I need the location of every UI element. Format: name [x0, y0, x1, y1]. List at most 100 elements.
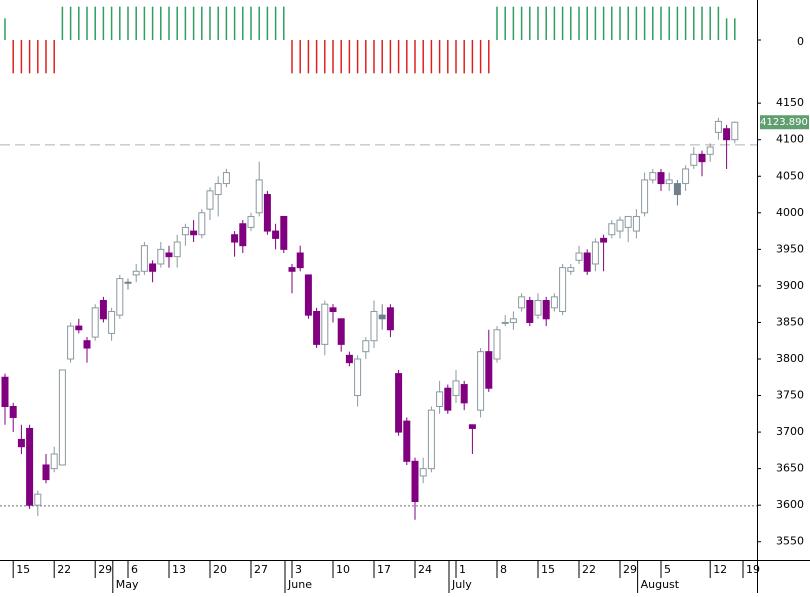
- x-tick-label: 13: [172, 563, 186, 576]
- x-tick-label: 29: [623, 563, 637, 576]
- candle-body: [157, 248, 165, 265]
- candle-body: [649, 172, 657, 181]
- candle-body: [690, 153, 698, 166]
- candle-body: [501, 321, 509, 324]
- y-tick-label: 4100: [776, 133, 804, 146]
- candle-body: [222, 172, 230, 185]
- candle-body: [231, 234, 239, 243]
- x-tick-label: 19: [746, 563, 760, 576]
- x-tick-label: 10: [336, 563, 350, 576]
- candle-body: [477, 351, 485, 411]
- x-tick-label: 1: [459, 563, 466, 576]
- candle-body: [124, 281, 132, 284]
- candle-body: [452, 380, 460, 397]
- candle-body: [550, 296, 558, 309]
- candle-body: [657, 172, 665, 185]
- y-tick-label: 3850: [776, 315, 804, 328]
- x-tick-label: 22: [57, 563, 71, 576]
- y-tick-label: 3700: [776, 425, 804, 438]
- candle-body: [714, 120, 722, 133]
- candle-body: [411, 460, 419, 503]
- x-tick-label: 27: [254, 563, 268, 576]
- last-price-label: 4123.890: [760, 117, 808, 128]
- candle-body: [272, 230, 280, 239]
- candle-body: [386, 307, 394, 331]
- candle-body: [140, 245, 148, 272]
- x-tick-label: 29: [98, 563, 112, 576]
- candle-body: [198, 212, 206, 236]
- x-tick-label: 24: [418, 563, 432, 576]
- candle-body: [419, 468, 427, 477]
- candle-body: [518, 296, 526, 309]
- candle-body: [206, 190, 214, 210]
- candle-body: [608, 223, 616, 236]
- candle-body: [624, 215, 632, 228]
- candle-body: [698, 153, 706, 163]
- candle-body: [632, 215, 640, 232]
- y-tick-label: 3750: [776, 389, 804, 402]
- candle-body: [190, 230, 198, 236]
- candle-body: [173, 241, 181, 258]
- y-tick-label: 4050: [776, 169, 804, 182]
- candle-body: [542, 300, 550, 320]
- candle-body: [255, 179, 263, 214]
- y-tick-label: 3650: [776, 462, 804, 475]
- candle-body: [567, 267, 575, 272]
- candle-body: [149, 263, 157, 272]
- candle-body: [436, 391, 444, 408]
- candle-body: [354, 358, 362, 397]
- x-tick-label: 5: [664, 563, 671, 576]
- candle-body: [641, 179, 649, 214]
- candle-body: [239, 223, 247, 247]
- candle-body: [682, 168, 690, 185]
- candle-body: [378, 314, 386, 320]
- candle-body: [337, 318, 345, 345]
- candle-body: [17, 438, 25, 448]
- candle-body: [247, 215, 255, 228]
- y-tick-label: 3950: [776, 242, 804, 255]
- indicator-y-tick-label: 0: [797, 35, 804, 48]
- x-tick-label: 15: [16, 563, 30, 576]
- x-tick-label: 15: [541, 563, 555, 576]
- candle-body: [673, 183, 681, 196]
- candle-body: [288, 267, 296, 272]
- y-tick-label: 3550: [776, 535, 804, 548]
- candle-body: [58, 369, 66, 466]
- candle-body: [723, 128, 731, 141]
- candle-body: [370, 310, 378, 342]
- candle-body: [132, 270, 140, 276]
- x-tick-label: 6: [131, 563, 138, 576]
- candle-body: [485, 351, 493, 389]
- candle-body: [165, 252, 173, 258]
- candle-body: [731, 121, 739, 141]
- candle-body: [427, 409, 435, 470]
- y-tick-label: 4150: [776, 96, 804, 109]
- y-tick-label: 3600: [776, 498, 804, 511]
- candle-body: [395, 373, 403, 433]
- candle-body: [116, 278, 124, 316]
- candle-body: [329, 307, 337, 312]
- candle-body: [362, 340, 370, 353]
- candle-body: [591, 241, 599, 265]
- month-label: August: [641, 578, 680, 591]
- x-tick-label: 12: [713, 563, 727, 576]
- candle-body: [67, 325, 75, 360]
- candle-body: [42, 464, 50, 481]
- candle-body: [403, 420, 411, 462]
- candle-body: [296, 252, 304, 269]
- candle-body: [345, 354, 353, 364]
- y-tick-label: 4000: [776, 206, 804, 219]
- candle-body: [534, 300, 542, 316]
- last-price-box: [760, 115, 809, 130]
- candle-body: [280, 215, 288, 250]
- candle-body: [1, 376, 9, 408]
- month-label: May: [116, 578, 139, 591]
- candle-body: [9, 406, 17, 418]
- candle-body: [575, 252, 583, 261]
- candle-body: [706, 146, 714, 155]
- candle-body: [665, 179, 673, 185]
- candle-body: [50, 453, 58, 470]
- candle-body: [304, 274, 312, 316]
